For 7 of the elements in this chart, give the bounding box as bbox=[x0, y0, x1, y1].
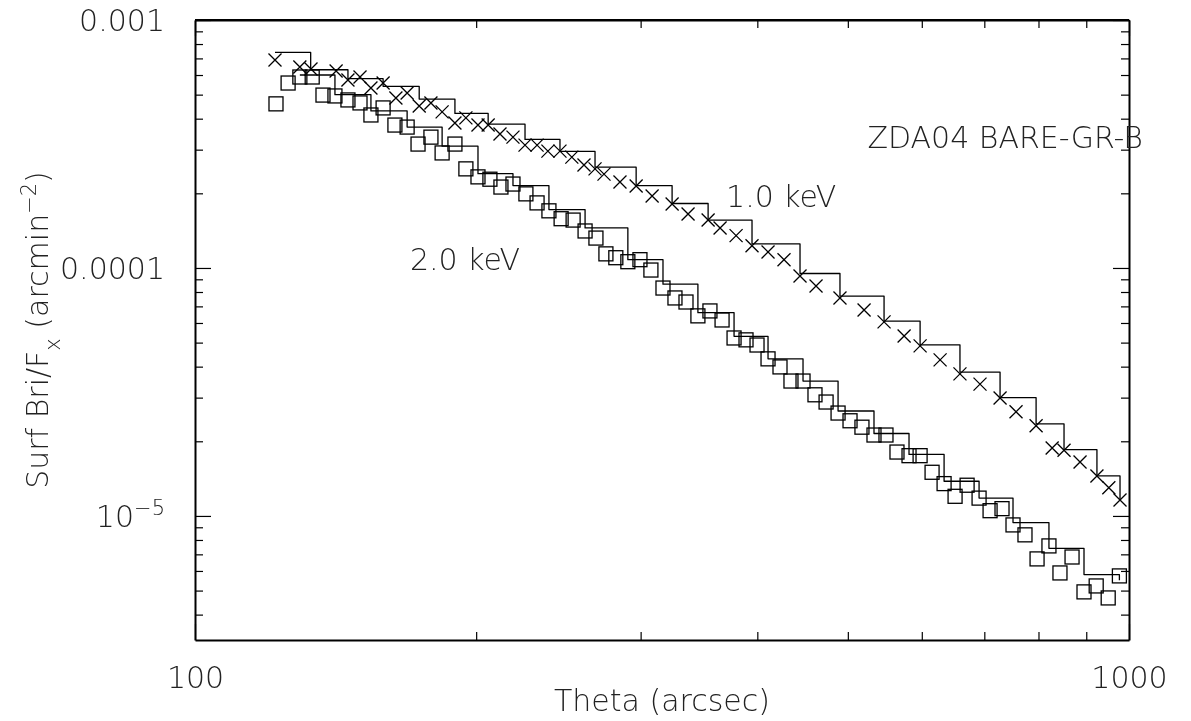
y-tick-label: 10$^{−5}$ bbox=[95, 495, 165, 534]
series-label: 1.0 keV bbox=[726, 179, 837, 215]
x-tick-label: 1000 bbox=[1091, 660, 1168, 695]
x-axis-title: Theta (arcsec) bbox=[553, 683, 771, 718]
x-tick-label: 100 bbox=[166, 660, 225, 695]
y-tick-label: 0.001 bbox=[79, 3, 165, 38]
series-label: 2.0 keV bbox=[409, 242, 521, 278]
